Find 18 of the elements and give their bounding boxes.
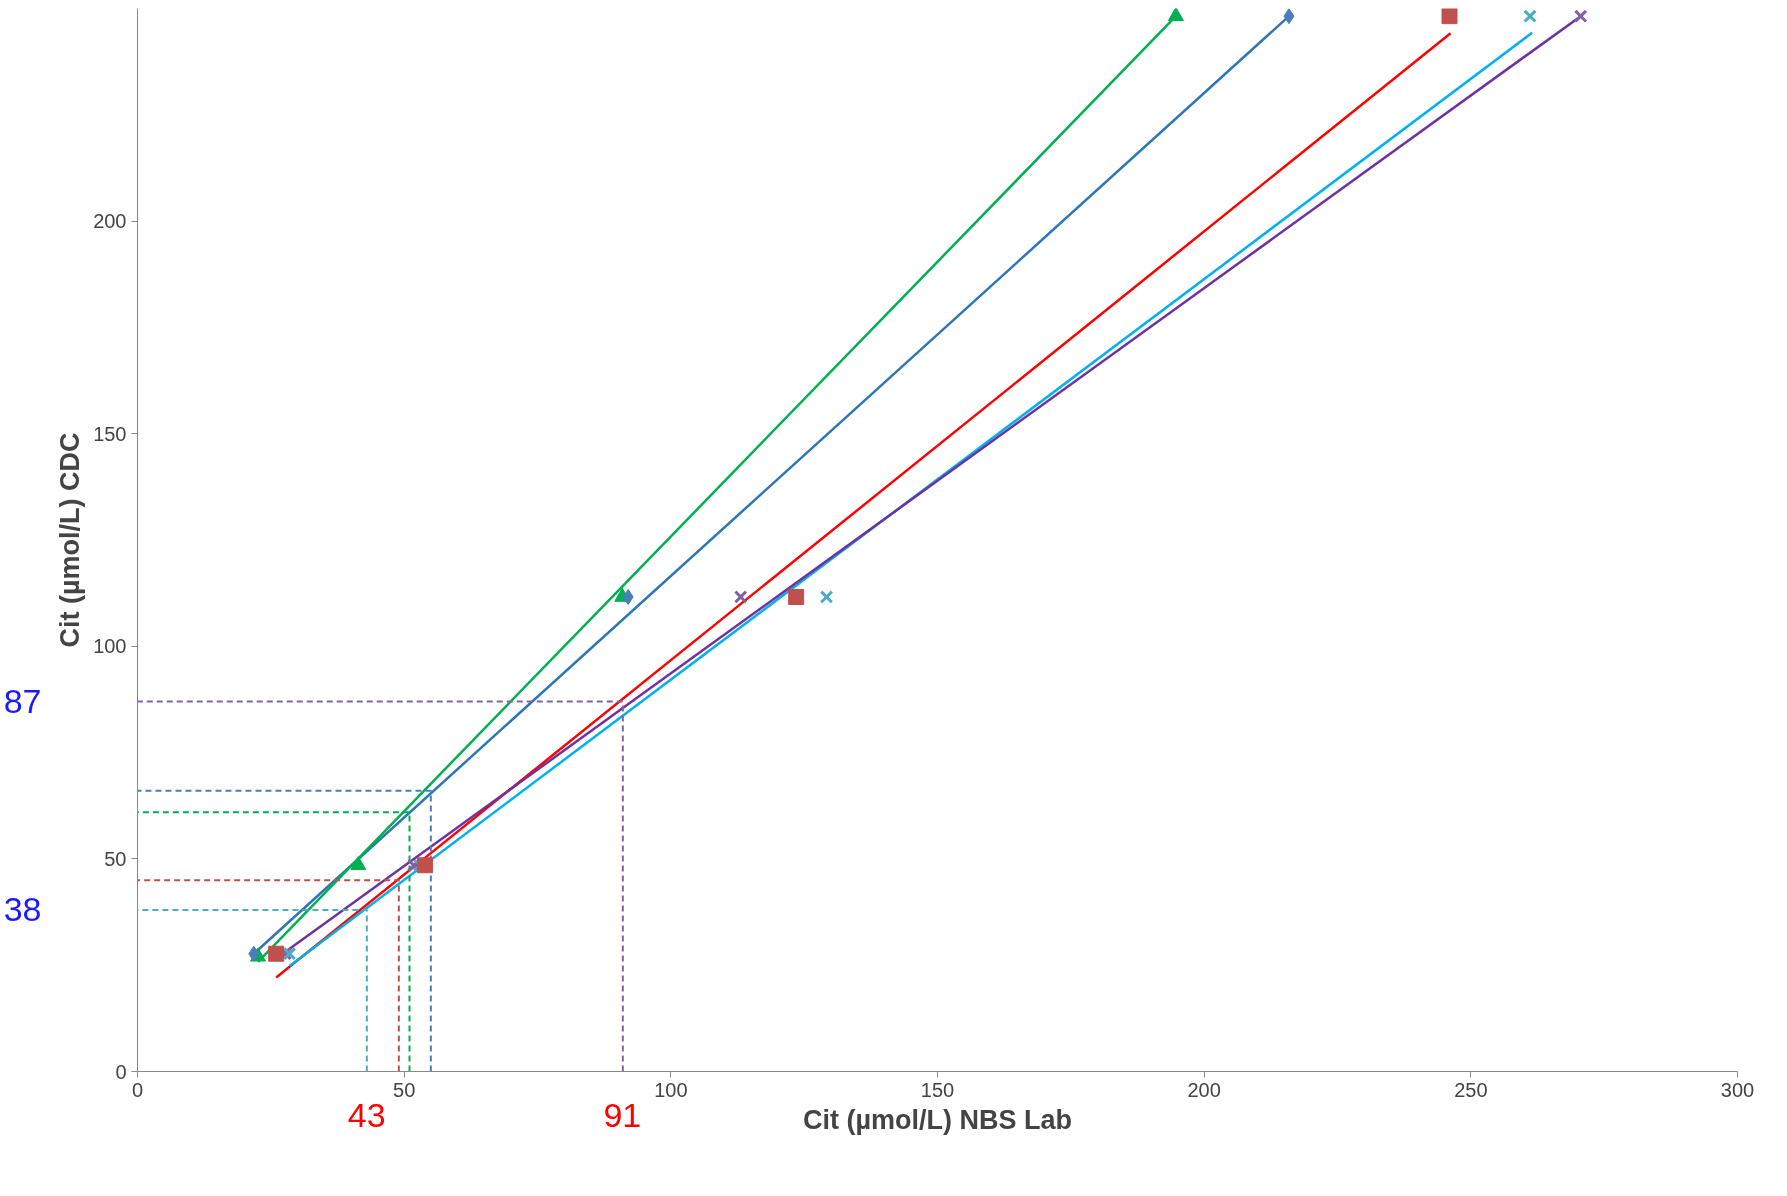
x-tick-label: 150: [920, 1078, 955, 1101]
x-tick-label: 250: [1454, 1078, 1488, 1101]
x-tick-label: 300: [1720, 1078, 1755, 1101]
text: 38: [3, 890, 42, 929]
text: 43: [347, 1095, 386, 1134]
x-tick-label: 50: [393, 1078, 416, 1101]
y-tick-label: 100: [93, 635, 127, 658]
x-axis-title: Cit (µmol/L) NBS Lab: [802, 1104, 1073, 1135]
text: 87: [3, 682, 42, 721]
y-axis-title: Cit (µmol/L) CDC: [55, 432, 86, 648]
x-tick-label: 0: [131, 1078, 144, 1101]
y-tick-label: 150: [93, 422, 127, 445]
x-tick-label: 200: [1187, 1078, 1221, 1101]
y-tick-label: 0: [115, 1060, 127, 1083]
text: 91: [603, 1095, 642, 1134]
y-tick-label: 200: [93, 210, 127, 233]
y-tick-label: 50: [104, 847, 127, 870]
x-tick-label: 100: [654, 1078, 688, 1101]
